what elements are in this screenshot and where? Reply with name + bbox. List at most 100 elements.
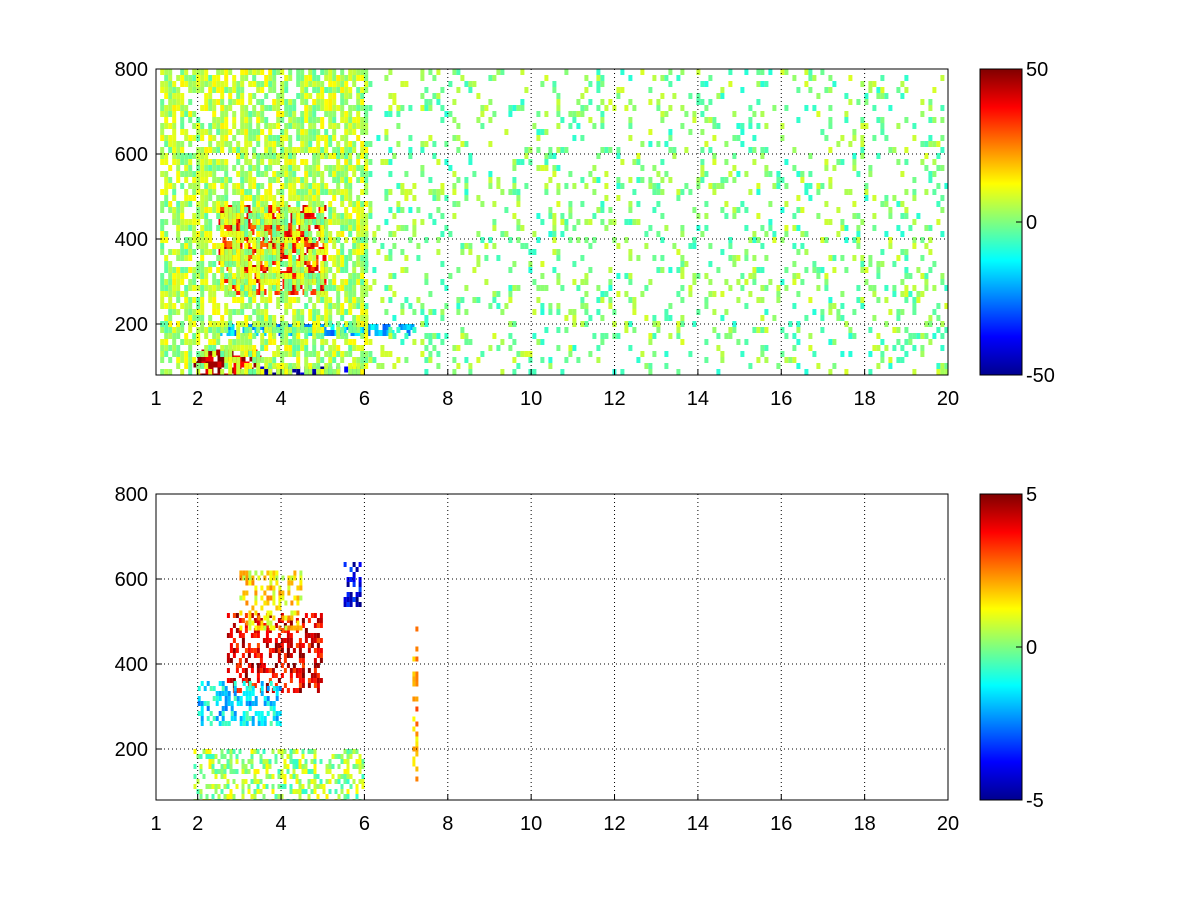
- top-heatmap-cell: [172, 147, 177, 153]
- top-heatmap-cell: [792, 357, 797, 363]
- top-heatmap-cell: [284, 159, 289, 165]
- top-heatmap-cell: [288, 351, 293, 357]
- top-heatmap-cell: [244, 135, 249, 141]
- top-heatmap-cell: [428, 339, 433, 345]
- top-heatmap-cell: [308, 285, 313, 291]
- top-heatmap-cell: [860, 267, 865, 273]
- bottom-heatmap-cell: [235, 628, 239, 633]
- top-heatmap-cell: [328, 153, 333, 159]
- top-heatmap-cell: [224, 117, 229, 123]
- top-heatmap-cell: [280, 111, 285, 117]
- top-heatmap-cell: [744, 225, 749, 231]
- top-heatmap-cell: [656, 231, 661, 237]
- top-heatmap-cell: [240, 225, 245, 231]
- top-heatmap-cell: [752, 327, 757, 333]
- top-heatmap-cell: [382, 330, 387, 336]
- top-heatmap-cell: [364, 333, 369, 339]
- top-heatmap-cell: [200, 291, 205, 297]
- bottom-heatmap-cell: [248, 620, 252, 626]
- bottom-heatmap-cell: [415, 646, 419, 652]
- top-heatmap-cell: [588, 99, 593, 105]
- bottom-heatmap-cell: [292, 769, 296, 774]
- top-heatmap-cell: [212, 285, 217, 291]
- top-heatmap-cell: [660, 237, 665, 243]
- top-heatmap-cell: [800, 207, 805, 213]
- top-heatmap-cell: [852, 129, 857, 135]
- bottom-heatmap-cell: [349, 592, 353, 597]
- bottom-heatmap-cell: [310, 613, 314, 618]
- bottom-heatmap-cell: [206, 716, 210, 721]
- top-heatmap-cell: [564, 147, 569, 153]
- top-heatmap-cell: [280, 225, 285, 231]
- bottom-heatmap-cell: [217, 794, 221, 799]
- top-heatmap-cell: [392, 333, 397, 339]
- top-heatmap-cell: [196, 309, 201, 315]
- top-heatmap-cell: [740, 285, 745, 291]
- top-heatmap-cell: [240, 261, 245, 267]
- top-heatmap-cell: [168, 123, 173, 129]
- top-heatmap-cell: [440, 261, 445, 267]
- top-heatmap-cell: [396, 141, 401, 147]
- bottom-heatmap-cell: [280, 638, 284, 643]
- top-heatmap-cell: [240, 273, 245, 279]
- top-heatmap-cell: [172, 327, 177, 333]
- top-heatmap-cell: [488, 141, 493, 147]
- top-heatmap-cell: [316, 81, 321, 87]
- top-heatmap-cell: [936, 327, 941, 333]
- top-heatmap-cell: [176, 213, 181, 219]
- top-heatmap-cell: [340, 249, 345, 255]
- top-heatmap-cell: [260, 339, 265, 345]
- top-heatmap-cell: [852, 153, 857, 159]
- top-heatmap-cell: [356, 237, 361, 243]
- bottom-heatmap-cell: [254, 600, 258, 606]
- bottom-heatmap-cell: [232, 749, 236, 754]
- top-heatmap-cell: [224, 87, 229, 93]
- top-heatmap-cell: [240, 177, 245, 183]
- bottom-heatmap-cell: [211, 784, 215, 789]
- top-heatmap-cell: [196, 81, 201, 87]
- bottom-heatmap-cell: [239, 575, 243, 581]
- top-heatmap-cell: [296, 261, 301, 267]
- top-heatmap-cell: [616, 291, 621, 297]
- top-heatmap-cell: [328, 369, 333, 375]
- top-heatmap-cell: [304, 351, 309, 357]
- top-heatmap-cell: [212, 171, 217, 177]
- top-heatmap-cell: [220, 219, 225, 225]
- bottom-heatmap-cell: [278, 721, 282, 726]
- top-heatmap-cell: [220, 129, 225, 135]
- top-heatmap-cell: [304, 285, 309, 291]
- top-heatmap-cell: [256, 207, 261, 213]
- top-heatmap-cell: [552, 87, 557, 93]
- bottom-heatmap-cell: [283, 638, 287, 643]
- top-heatmap-cell: [264, 189, 269, 195]
- top-heatmap-cell: [872, 345, 877, 351]
- bottom-heatmap-cell: [277, 769, 281, 774]
- top-heatmap-cell: [928, 105, 933, 111]
- bottom-heatmap-cell: [209, 711, 213, 716]
- top-heatmap-cell: [348, 183, 353, 189]
- top-heatmap-cell: [920, 237, 925, 243]
- bottom-heatmap-cell: [301, 789, 305, 794]
- top-heatmap-cell: [256, 141, 261, 147]
- top-heatmap-cell: [356, 321, 361, 327]
- top-heatmap-cell: [724, 141, 729, 147]
- top-heatmap-cell: [196, 327, 201, 333]
- top-heatmap-cell: [304, 147, 309, 153]
- top-heatmap-cell: [884, 93, 889, 99]
- top-heatmap-cell: [940, 117, 945, 123]
- bottom-heatmap-cell: [313, 658, 317, 663]
- top-heatmap-cell: [252, 351, 257, 357]
- top-heatmap-cell: [620, 87, 625, 93]
- top-heatmap-cell: [312, 171, 317, 177]
- top-heatmap-cell: [352, 273, 357, 279]
- top-heatmap-cell: [728, 327, 733, 333]
- top-heatmap-cell: [840, 291, 845, 297]
- top-heatmap-cell: [400, 225, 405, 231]
- top-heatmap-cell: [192, 297, 197, 303]
- bottom-heatmap-cell: [269, 721, 273, 726]
- bottom-heatmap-cell: [227, 691, 231, 696]
- top-heatmap-cell: [328, 357, 333, 363]
- top-heatmap-cell: [760, 315, 765, 321]
- top-heatmap-cell: [364, 177, 369, 183]
- top-heatmap-cell: [784, 201, 789, 207]
